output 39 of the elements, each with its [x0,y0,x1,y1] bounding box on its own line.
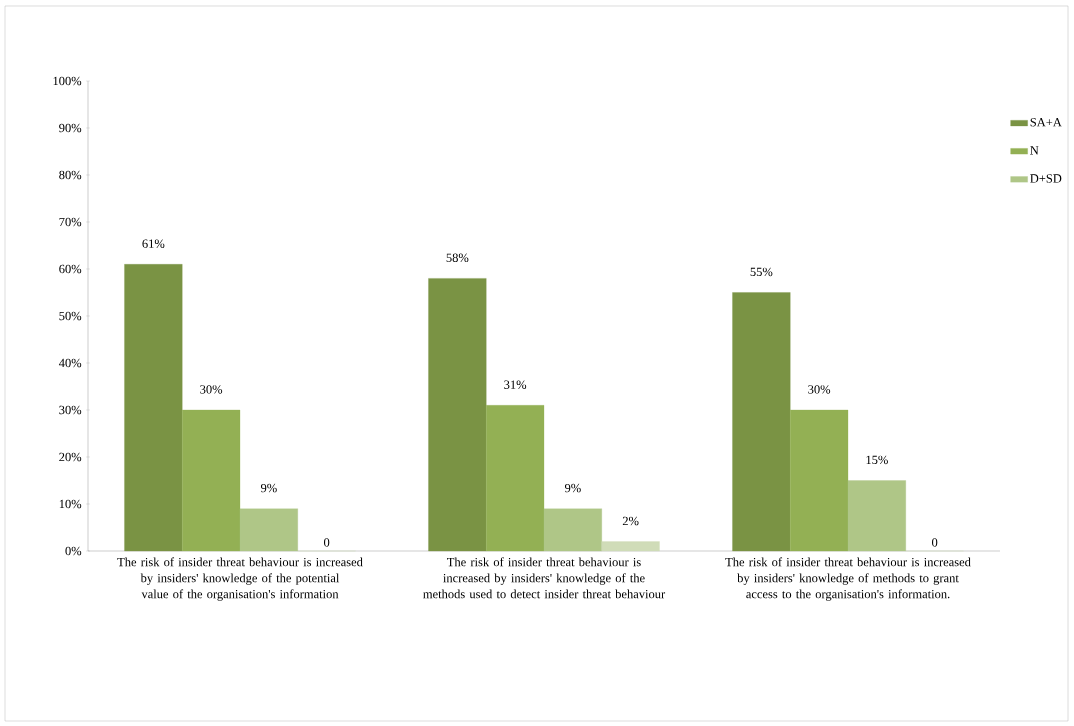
y-tick-label: 60% [59,264,82,274]
y-tick-label: 80% [59,170,82,180]
y-tick-label: 30% [59,405,82,415]
y-tick-label: 50% [59,311,82,321]
data-label: 9% [260,483,277,493]
y-tick-label: 0% [65,546,82,556]
bar [486,405,545,552]
y-tick-label: 90% [59,123,82,133]
bar [601,541,660,552]
data-label: 15% [866,455,888,465]
data-label: 55% [750,267,773,277]
bar [239,508,298,552]
data-label: 0 [931,538,938,547]
y-tick-label: 10% [59,499,82,509]
data-label: 2% [622,516,639,526]
legend-label: SA+A [1030,118,1062,127]
bar [732,292,791,552]
legend-label: D+SD [1030,174,1062,183]
y-tick-label: 100% [53,76,82,86]
data-label: 9% [564,483,581,493]
x-tick-label: The risk of insider threat behaviour is increased by insiders' knowledge of the methods used to detect insider threat behaviour [423,557,666,599]
bar [790,409,849,552]
data-label: 58% [446,253,469,263]
x-tick-label: The risk of insider threat behaviour is increased by insiders' knowledge of methods to grant access to the organisation's information. [725,557,971,601]
y-tick-label: 40% [58,358,82,368]
data-label: 61% [142,239,165,248]
y-tick-label: 70% [59,217,82,227]
x-tick-label: The risk of insider threat behaviour is increased by insiders' knowledge of the potential value of the organisation's information [117,557,363,601]
bar [182,409,241,552]
data-label: 30% [808,385,831,394]
data-label: 31% [504,380,527,389]
bar [847,480,906,552]
data-label: 0 [323,538,330,547]
bar [543,508,602,552]
bar [428,278,487,552]
legend-label: N [1030,146,1039,155]
data-label: 30% [200,385,223,394]
y-tick-label: 20% [59,452,82,462]
bar [124,264,183,552]
